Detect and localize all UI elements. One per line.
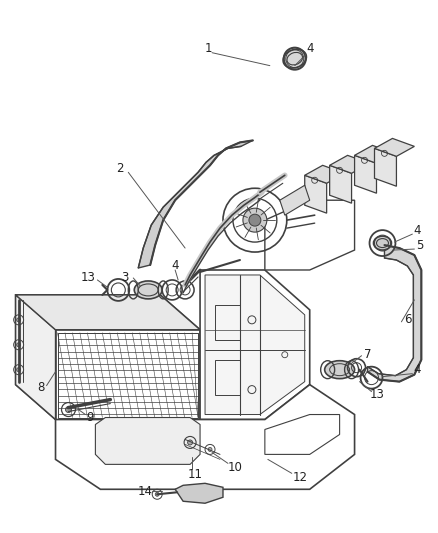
Polygon shape <box>374 148 396 186</box>
Text: 4: 4 <box>171 259 179 271</box>
Circle shape <box>249 214 261 226</box>
Text: 8: 8 <box>37 381 44 394</box>
Polygon shape <box>16 295 200 330</box>
Bar <box>57 333 198 417</box>
Ellipse shape <box>283 49 307 68</box>
Polygon shape <box>56 385 355 489</box>
Polygon shape <box>355 146 395 163</box>
Polygon shape <box>305 165 345 183</box>
Text: 2: 2 <box>117 162 124 175</box>
Circle shape <box>155 492 159 496</box>
Text: 4: 4 <box>413 363 421 376</box>
Circle shape <box>17 368 21 372</box>
Text: 11: 11 <box>187 468 203 481</box>
Text: 13: 13 <box>81 271 96 285</box>
Polygon shape <box>280 185 310 215</box>
Circle shape <box>17 343 21 347</box>
Text: 14: 14 <box>138 485 153 498</box>
Polygon shape <box>16 295 56 419</box>
Ellipse shape <box>134 281 162 299</box>
Polygon shape <box>56 330 200 419</box>
Text: 9: 9 <box>87 411 94 424</box>
Circle shape <box>187 440 193 445</box>
Polygon shape <box>205 275 305 415</box>
Polygon shape <box>265 200 355 270</box>
Circle shape <box>243 208 267 232</box>
Text: 5: 5 <box>416 239 423 252</box>
Polygon shape <box>355 155 377 193</box>
Polygon shape <box>200 270 310 419</box>
Text: 7: 7 <box>364 348 371 361</box>
Polygon shape <box>330 155 370 173</box>
Text: 10: 10 <box>227 461 242 474</box>
Text: 6: 6 <box>404 313 411 326</box>
Text: 12: 12 <box>292 471 307 484</box>
Circle shape <box>17 318 21 322</box>
Text: 4: 4 <box>306 42 314 55</box>
Ellipse shape <box>374 236 392 250</box>
Polygon shape <box>305 175 327 213</box>
Polygon shape <box>95 417 200 464</box>
Text: 13: 13 <box>370 388 385 401</box>
Bar <box>215 305 240 340</box>
Circle shape <box>66 407 71 413</box>
Polygon shape <box>138 140 253 268</box>
Polygon shape <box>175 483 223 503</box>
Text: 3: 3 <box>122 271 129 285</box>
Polygon shape <box>367 245 421 382</box>
Polygon shape <box>330 165 352 203</box>
Text: 4: 4 <box>413 224 421 237</box>
Bar <box>215 360 240 394</box>
Circle shape <box>208 447 212 451</box>
Polygon shape <box>16 295 200 419</box>
Text: 1: 1 <box>204 42 212 55</box>
Ellipse shape <box>325 361 355 378</box>
Polygon shape <box>374 139 414 156</box>
